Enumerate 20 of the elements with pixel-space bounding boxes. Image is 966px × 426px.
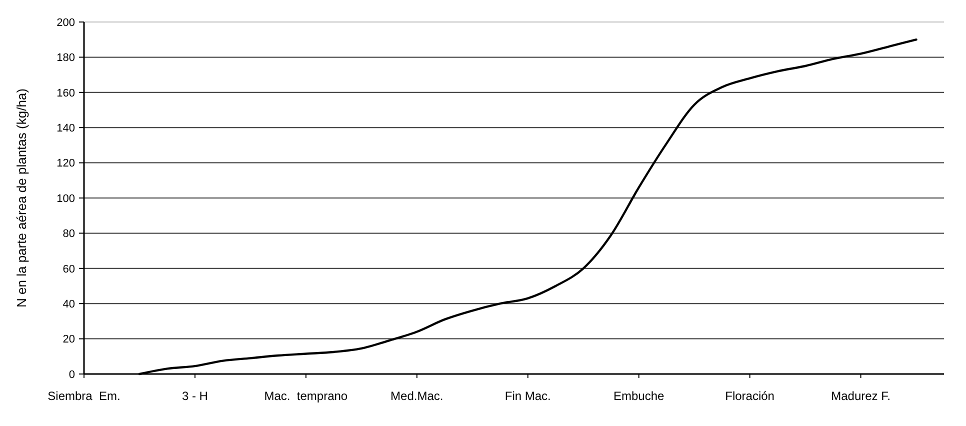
- x-tick-label: Madurez F.: [831, 389, 890, 403]
- x-tick-label: Siembra Em.: [48, 389, 120, 403]
- x-tick-label: Floración: [725, 389, 774, 403]
- y-tick-label: 40: [62, 298, 75, 310]
- x-tick-label: Embuche: [613, 389, 665, 403]
- x-tick-label: Med.Mac.: [390, 389, 444, 403]
- y-tick-label: 0: [68, 368, 75, 381]
- x-tick-label: 3 - H: [182, 389, 208, 403]
- x-tick-label: Fin Mac.: [504, 389, 551, 403]
- y-tick-label: 80: [62, 228, 75, 240]
- y-tick-label: 180: [56, 52, 75, 64]
- y-tick-label: 120: [56, 158, 75, 170]
- y-tick-label: 60: [62, 263, 75, 276]
- y-tick-label: 140: [56, 122, 75, 134]
- x-tick-label: Mac. temprano: [264, 389, 348, 403]
- y-tick-label: 20: [62, 334, 75, 346]
- y-tick-label: 200: [56, 16, 75, 29]
- y-tick-label: 100: [56, 192, 75, 205]
- y-axis-title: N en la parte aérea de plantas (kg/ha): [14, 88, 29, 308]
- y-tick-label: 160: [56, 87, 75, 100]
